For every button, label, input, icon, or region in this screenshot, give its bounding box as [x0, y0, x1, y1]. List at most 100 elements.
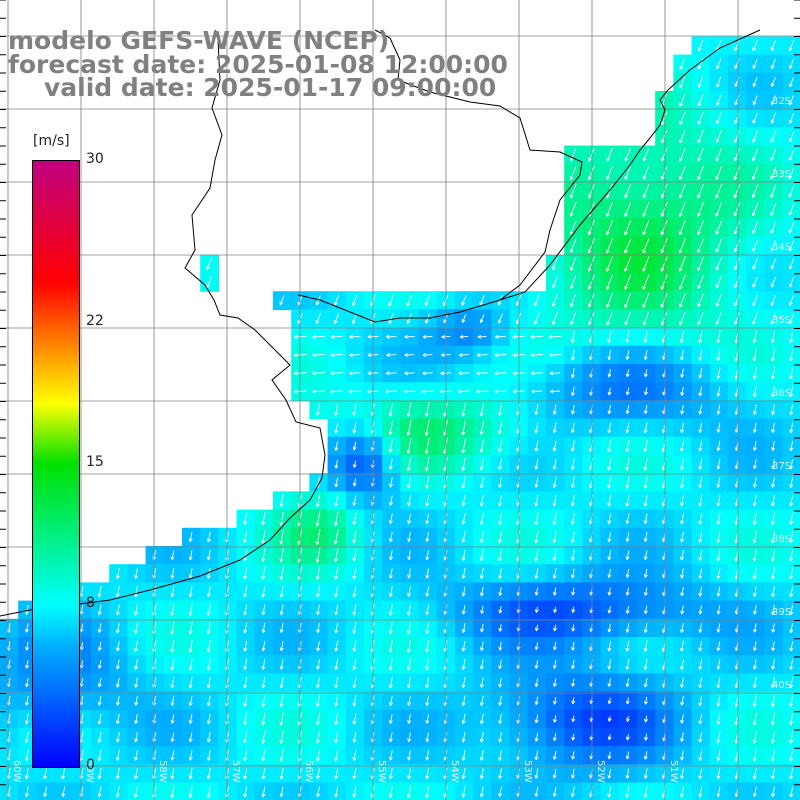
wind-arrow	[642, 311, 650, 326]
wind-cell	[782, 782, 800, 800]
wind-arrow	[404, 334, 415, 339]
wind-arrow	[461, 494, 466, 507]
lon-label-60W: 60W	[11, 760, 22, 783]
wind-arrow	[697, 238, 704, 254]
wind-arrow	[716, 713, 721, 725]
wind-arrow	[552, 568, 557, 579]
wind-arrow	[407, 604, 412, 616]
wind-arrow	[188, 695, 193, 706]
wind-arrow	[425, 767, 430, 780]
wind-arrow	[770, 548, 776, 562]
wind-arrow	[771, 441, 776, 451]
wind-arrow	[733, 239, 740, 253]
wind-arrow	[789, 330, 794, 343]
wind-arrow	[407, 767, 411, 780]
wind-arrow	[716, 749, 721, 762]
wind-arrow	[752, 294, 758, 307]
wind-arrow	[789, 786, 794, 798]
wind-arrow	[498, 587, 503, 597]
wind-arrow	[624, 219, 632, 236]
wind-arrow	[97, 786, 102, 798]
wind-arrow	[534, 750, 539, 761]
wind-arrow	[770, 77, 776, 87]
wind-arrow	[770, 240, 777, 252]
wind-arrow	[498, 659, 503, 670]
wind-arrow	[715, 165, 723, 181]
wind-arrow	[734, 58, 740, 70]
wind-arrow	[115, 641, 120, 652]
wind-arrow	[333, 313, 340, 325]
wind-arrow	[475, 389, 489, 394]
wind-arrow	[716, 404, 721, 415]
wind-arrow	[770, 58, 776, 69]
wind-arrow	[134, 658, 138, 670]
wind-arrow	[388, 603, 393, 616]
wind-arrow	[752, 749, 757, 762]
wind-arrow	[770, 567, 776, 580]
wind-arrow	[404, 371, 415, 376]
wind-arrow	[134, 640, 139, 652]
wind-arrow	[770, 348, 776, 362]
wind-arrow	[330, 389, 343, 394]
wind-arrow	[698, 605, 703, 615]
wind-arrow	[734, 276, 740, 289]
wind-arrow	[461, 677, 466, 688]
wind-arrow	[642, 219, 650, 236]
wind-arrow	[61, 786, 66, 797]
wind-arrow	[698, 440, 703, 452]
wind-arrow	[477, 334, 487, 339]
wind-arrow	[752, 40, 758, 52]
wind-arrow	[352, 422, 357, 434]
latitude-labels: 32S 33S 34S 35S 36S 37S 38S 39S 40S	[772, 96, 791, 691]
wind-arrow	[571, 587, 576, 596]
wind-arrow	[534, 548, 539, 562]
wind-arrow	[24, 713, 29, 725]
wind-arrow	[789, 694, 794, 707]
wind-arrow	[607, 716, 612, 722]
wind-arrow	[461, 695, 466, 707]
lon-label-52W: 52W	[595, 760, 606, 783]
wind-arrow	[315, 694, 321, 707]
wind-arrow	[625, 457, 630, 471]
lat-label-34S: 34S	[772, 242, 791, 253]
wind-arrow	[624, 148, 631, 162]
wind-arrow	[607, 531, 612, 543]
wind-arrow	[680, 513, 684, 525]
wind-arrow	[752, 676, 757, 689]
wind-arrow	[624, 184, 632, 199]
wind-arrow	[458, 371, 470, 376]
wind-arrow	[698, 549, 703, 561]
wind-arrow	[533, 294, 540, 307]
wind-arrow	[679, 93, 686, 107]
wind-arrow	[569, 148, 577, 162]
wind-arrow	[206, 713, 211, 725]
wind-arrow	[334, 749, 339, 762]
wind-arrow	[352, 749, 357, 761]
wind-arrow	[770, 330, 776, 344]
wind-arrow	[115, 604, 120, 616]
wind-arrow	[770, 95, 776, 106]
wind-arrow	[316, 786, 321, 798]
wind-arrow	[606, 292, 613, 308]
wind-arrow	[206, 695, 211, 707]
wind-arrow	[752, 477, 757, 488]
wind-arrow	[607, 734, 612, 741]
wind-arrow	[261, 604, 266, 616]
wind-arrow	[352, 731, 357, 743]
wind-arrow	[24, 768, 29, 780]
wind-arrow	[243, 713, 248, 725]
wind-arrow	[625, 532, 630, 542]
wind-arrow	[404, 353, 415, 358]
wind-arrow	[771, 786, 776, 798]
wind-arrow	[697, 76, 704, 88]
wind-arrow	[479, 659, 484, 670]
wind-arrow	[115, 767, 120, 780]
wind-arrow	[770, 184, 777, 198]
wind-arrow	[25, 623, 29, 633]
wind-arrow	[315, 295, 321, 306]
wind-arrow	[206, 750, 211, 761]
wind-arrow	[643, 587, 648, 596]
wind-arrow	[770, 40, 777, 52]
wind-arrow	[279, 767, 284, 780]
wind-arrow	[498, 677, 503, 688]
